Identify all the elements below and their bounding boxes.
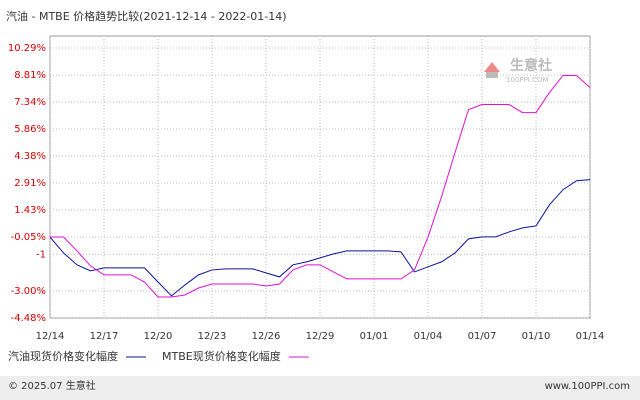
legend-label: 汽油现货价格变化幅度 — [8, 349, 118, 363]
x-tick-label: 12/26 — [252, 331, 281, 342]
watermark: 生意社 100PPI.COM — [484, 57, 552, 84]
x-tick-label: 01/14 — [576, 331, 605, 342]
x-tick-label: 01/01 — [360, 331, 389, 342]
y-tick-label: -0.05% — [11, 232, 46, 243]
y-tick-label: 10.29% — [8, 43, 46, 54]
x-tick-label: 12/29 — [306, 331, 335, 342]
y-tick-label: -1 — [36, 249, 46, 260]
x-tick-label: 01/10 — [522, 331, 551, 342]
footer-band — [0, 376, 640, 400]
x-tick-label: 12/14 — [36, 331, 65, 342]
series-line — [50, 74, 591, 298]
y-tick-label: 7.34% — [14, 97, 46, 108]
y-tick-label: 2.91% — [14, 178, 46, 189]
x-tick-label: 01/04 — [414, 331, 443, 342]
x-tick-label: 12/20 — [144, 331, 173, 342]
x-tick-label: 12/23 — [198, 331, 227, 342]
footer-left: © 2025.07 生意社 — [8, 379, 96, 392]
series-line — [49, 179, 591, 297]
y-tick-label: 8.81% — [14, 70, 46, 81]
watermark-site: 100PPI.COM — [506, 76, 549, 84]
y-tick-label: -3.00% — [11, 286, 46, 297]
watermark-logo — [484, 62, 500, 72]
legend-label: MTBE现货价格变化幅度 — [162, 349, 281, 363]
y-tick-label: 1.43% — [14, 205, 46, 216]
x-tick-label: 12/17 — [90, 331, 119, 342]
watermark-name: 生意社 — [510, 57, 552, 74]
y-tick-label: 5.86% — [14, 124, 46, 135]
y-tick-label: -4.48% — [11, 313, 46, 324]
x-tick-label: 01/07 — [468, 331, 497, 342]
footer-right: www.100PPI.com — [545, 381, 630, 392]
chart-title: 汽油 - MTBE 价格趋势比较(2021-12-14 - 2022-01-14… — [6, 9, 287, 23]
y-tick-label: 4.38% — [14, 151, 46, 162]
